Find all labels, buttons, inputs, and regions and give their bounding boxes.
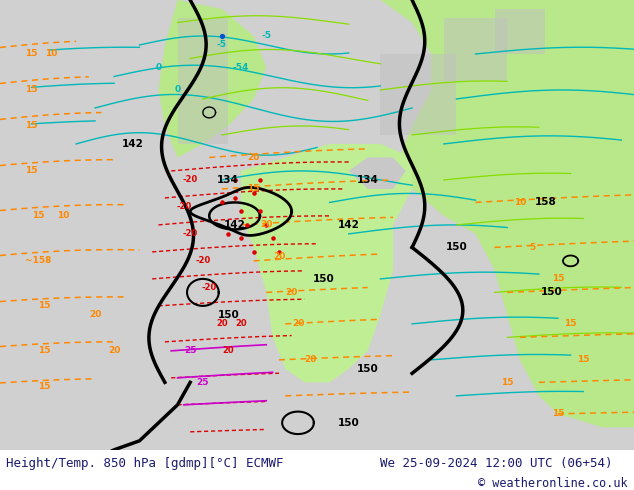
Text: -5: -5 <box>261 31 271 41</box>
Text: 10: 10 <box>514 198 526 207</box>
Point <box>268 235 278 243</box>
Text: 0: 0 <box>174 85 181 95</box>
Text: -20: -20 <box>195 256 210 266</box>
Text: -5: -5 <box>217 41 227 49</box>
Text: -54: -54 <box>233 63 249 72</box>
Point <box>230 194 240 202</box>
Point <box>236 235 246 243</box>
Text: 15: 15 <box>38 346 51 355</box>
Text: 20: 20 <box>292 319 304 328</box>
Polygon shape <box>158 0 266 157</box>
Point <box>217 32 227 40</box>
Polygon shape <box>349 157 406 189</box>
Polygon shape <box>241 144 412 382</box>
Point <box>236 207 246 215</box>
Text: 150: 150 <box>338 418 359 428</box>
Text: 15: 15 <box>25 167 38 175</box>
Text: -20: -20 <box>176 202 191 211</box>
Text: 15: 15 <box>552 274 564 283</box>
Polygon shape <box>552 157 634 270</box>
Text: 15: 15 <box>564 319 577 328</box>
Text: 20: 20 <box>223 346 234 355</box>
Text: 150: 150 <box>446 243 467 252</box>
Point <box>261 221 271 229</box>
Text: 20: 20 <box>216 319 228 328</box>
Text: 134: 134 <box>357 175 378 185</box>
Text: 15: 15 <box>25 85 38 95</box>
Text: 150: 150 <box>217 310 239 320</box>
Text: 20: 20 <box>273 252 285 261</box>
Text: 142: 142 <box>338 220 359 230</box>
Text: 15: 15 <box>38 382 51 392</box>
Point <box>249 248 259 256</box>
Text: 150: 150 <box>541 287 562 297</box>
Bar <box>178 18 228 144</box>
Bar <box>380 54 456 135</box>
Point <box>255 207 265 215</box>
Text: We 25-09-2024 12:00 UTC (06+54): We 25-09-2024 12:00 UTC (06+54) <box>380 457 613 470</box>
Text: 20: 20 <box>304 355 317 365</box>
Text: 10: 10 <box>57 211 70 220</box>
Text: 5: 5 <box>529 243 536 252</box>
Text: 15: 15 <box>32 211 44 220</box>
Text: 10: 10 <box>44 49 57 58</box>
Text: 15: 15 <box>25 49 38 58</box>
Text: © weatheronline.co.uk: © weatheronline.co.uk <box>478 477 628 490</box>
Text: 25: 25 <box>184 346 197 355</box>
Text: 20: 20 <box>108 346 120 355</box>
Text: 158: 158 <box>534 197 556 207</box>
Text: 15: 15 <box>501 378 514 387</box>
Bar <box>444 18 507 81</box>
Text: 134: 134 <box>217 175 239 185</box>
Text: 20: 20 <box>89 310 101 319</box>
Text: 20: 20 <box>235 319 247 328</box>
Text: -20: -20 <box>183 175 198 184</box>
Point <box>217 198 227 206</box>
Text: Height/Temp. 850 hPa [gdmp][°C] ECMWF: Height/Temp. 850 hPa [gdmp][°C] ECMWF <box>6 457 284 470</box>
Text: 15: 15 <box>25 122 38 130</box>
Text: 20: 20 <box>260 220 273 229</box>
Text: 0: 0 <box>155 63 162 72</box>
Text: 15: 15 <box>38 301 51 310</box>
Point <box>274 248 284 256</box>
Text: -20: -20 <box>202 283 217 293</box>
Text: 15: 15 <box>247 184 260 194</box>
Point <box>223 230 233 238</box>
Text: 150: 150 <box>357 364 378 374</box>
Text: 15: 15 <box>577 355 590 365</box>
Polygon shape <box>507 0 634 99</box>
Text: 142: 142 <box>224 220 245 230</box>
Point <box>230 176 240 184</box>
Point <box>249 190 259 197</box>
Polygon shape <box>178 0 634 427</box>
Text: 142: 142 <box>122 139 144 149</box>
Bar <box>495 9 545 54</box>
Text: 20: 20 <box>247 153 260 162</box>
Text: -20: -20 <box>183 229 198 239</box>
Text: 15: 15 <box>552 409 564 418</box>
Text: 20: 20 <box>285 288 298 297</box>
Point <box>242 221 252 229</box>
Text: ~158: ~158 <box>25 256 51 266</box>
Text: 25: 25 <box>197 378 209 387</box>
Point <box>255 176 265 184</box>
Text: 150: 150 <box>313 274 334 284</box>
